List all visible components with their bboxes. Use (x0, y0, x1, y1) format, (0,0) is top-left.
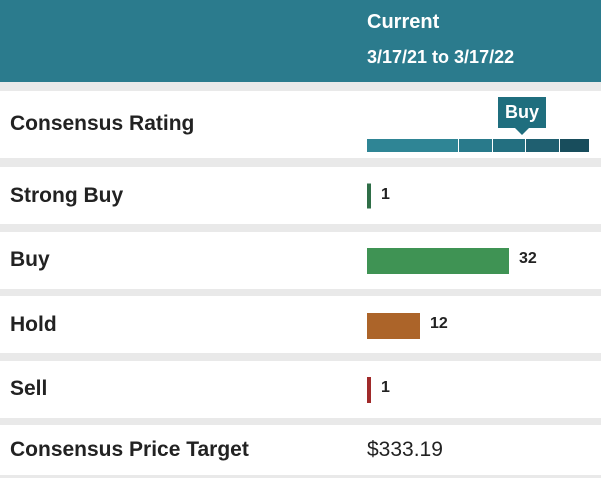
price-target-value: $333.19 (367, 438, 443, 461)
rating-row-strong-buy: Strong Buy 1 (0, 167, 601, 224)
consensus-rating-label: Consensus Rating (10, 112, 195, 135)
bar-value-buy: 32 (519, 250, 537, 267)
bar-strong-buy (367, 183, 371, 209)
rating-gauge-segment (526, 139, 559, 152)
rating-gauge (367, 139, 589, 152)
rating-gauge-segment (492, 139, 526, 152)
rating-gauge-segment (459, 139, 492, 152)
table-header: Current 3/17/21 to 3/17/22 (0, 0, 601, 82)
bar-buy (367, 248, 509, 274)
bar-sell (367, 377, 371, 403)
rating-badge-pointer (515, 128, 529, 135)
bar-value-sell: 1 (381, 379, 390, 396)
rating-gauge-segment (559, 139, 589, 152)
rating-label-sell: Sell (10, 377, 48, 400)
rating-row-buy: Buy 32 (0, 232, 601, 289)
bar-hold (367, 313, 420, 339)
price-target-row: Consensus Price Target $333.19 (0, 425, 601, 475)
price-target-label: Consensus Price Target (10, 438, 249, 461)
date-range: 3/17/21 to 3/17/22 (367, 47, 515, 67)
rating-badge: Buy (498, 97, 546, 128)
rating-label-hold: Hold (10, 313, 57, 336)
bar-value-hold: 12 (430, 315, 448, 332)
column-title: Current (367, 11, 440, 33)
rating-label-strong-buy: Strong Buy (10, 184, 124, 207)
rating-label-buy: Buy (10, 248, 50, 271)
rating-row-sell: Sell 1 (0, 361, 601, 418)
rating-gauge-segment (367, 139, 459, 152)
rating-row-hold: Hold 12 (0, 296, 601, 353)
bar-value-strong-buy: 1 (381, 186, 390, 203)
